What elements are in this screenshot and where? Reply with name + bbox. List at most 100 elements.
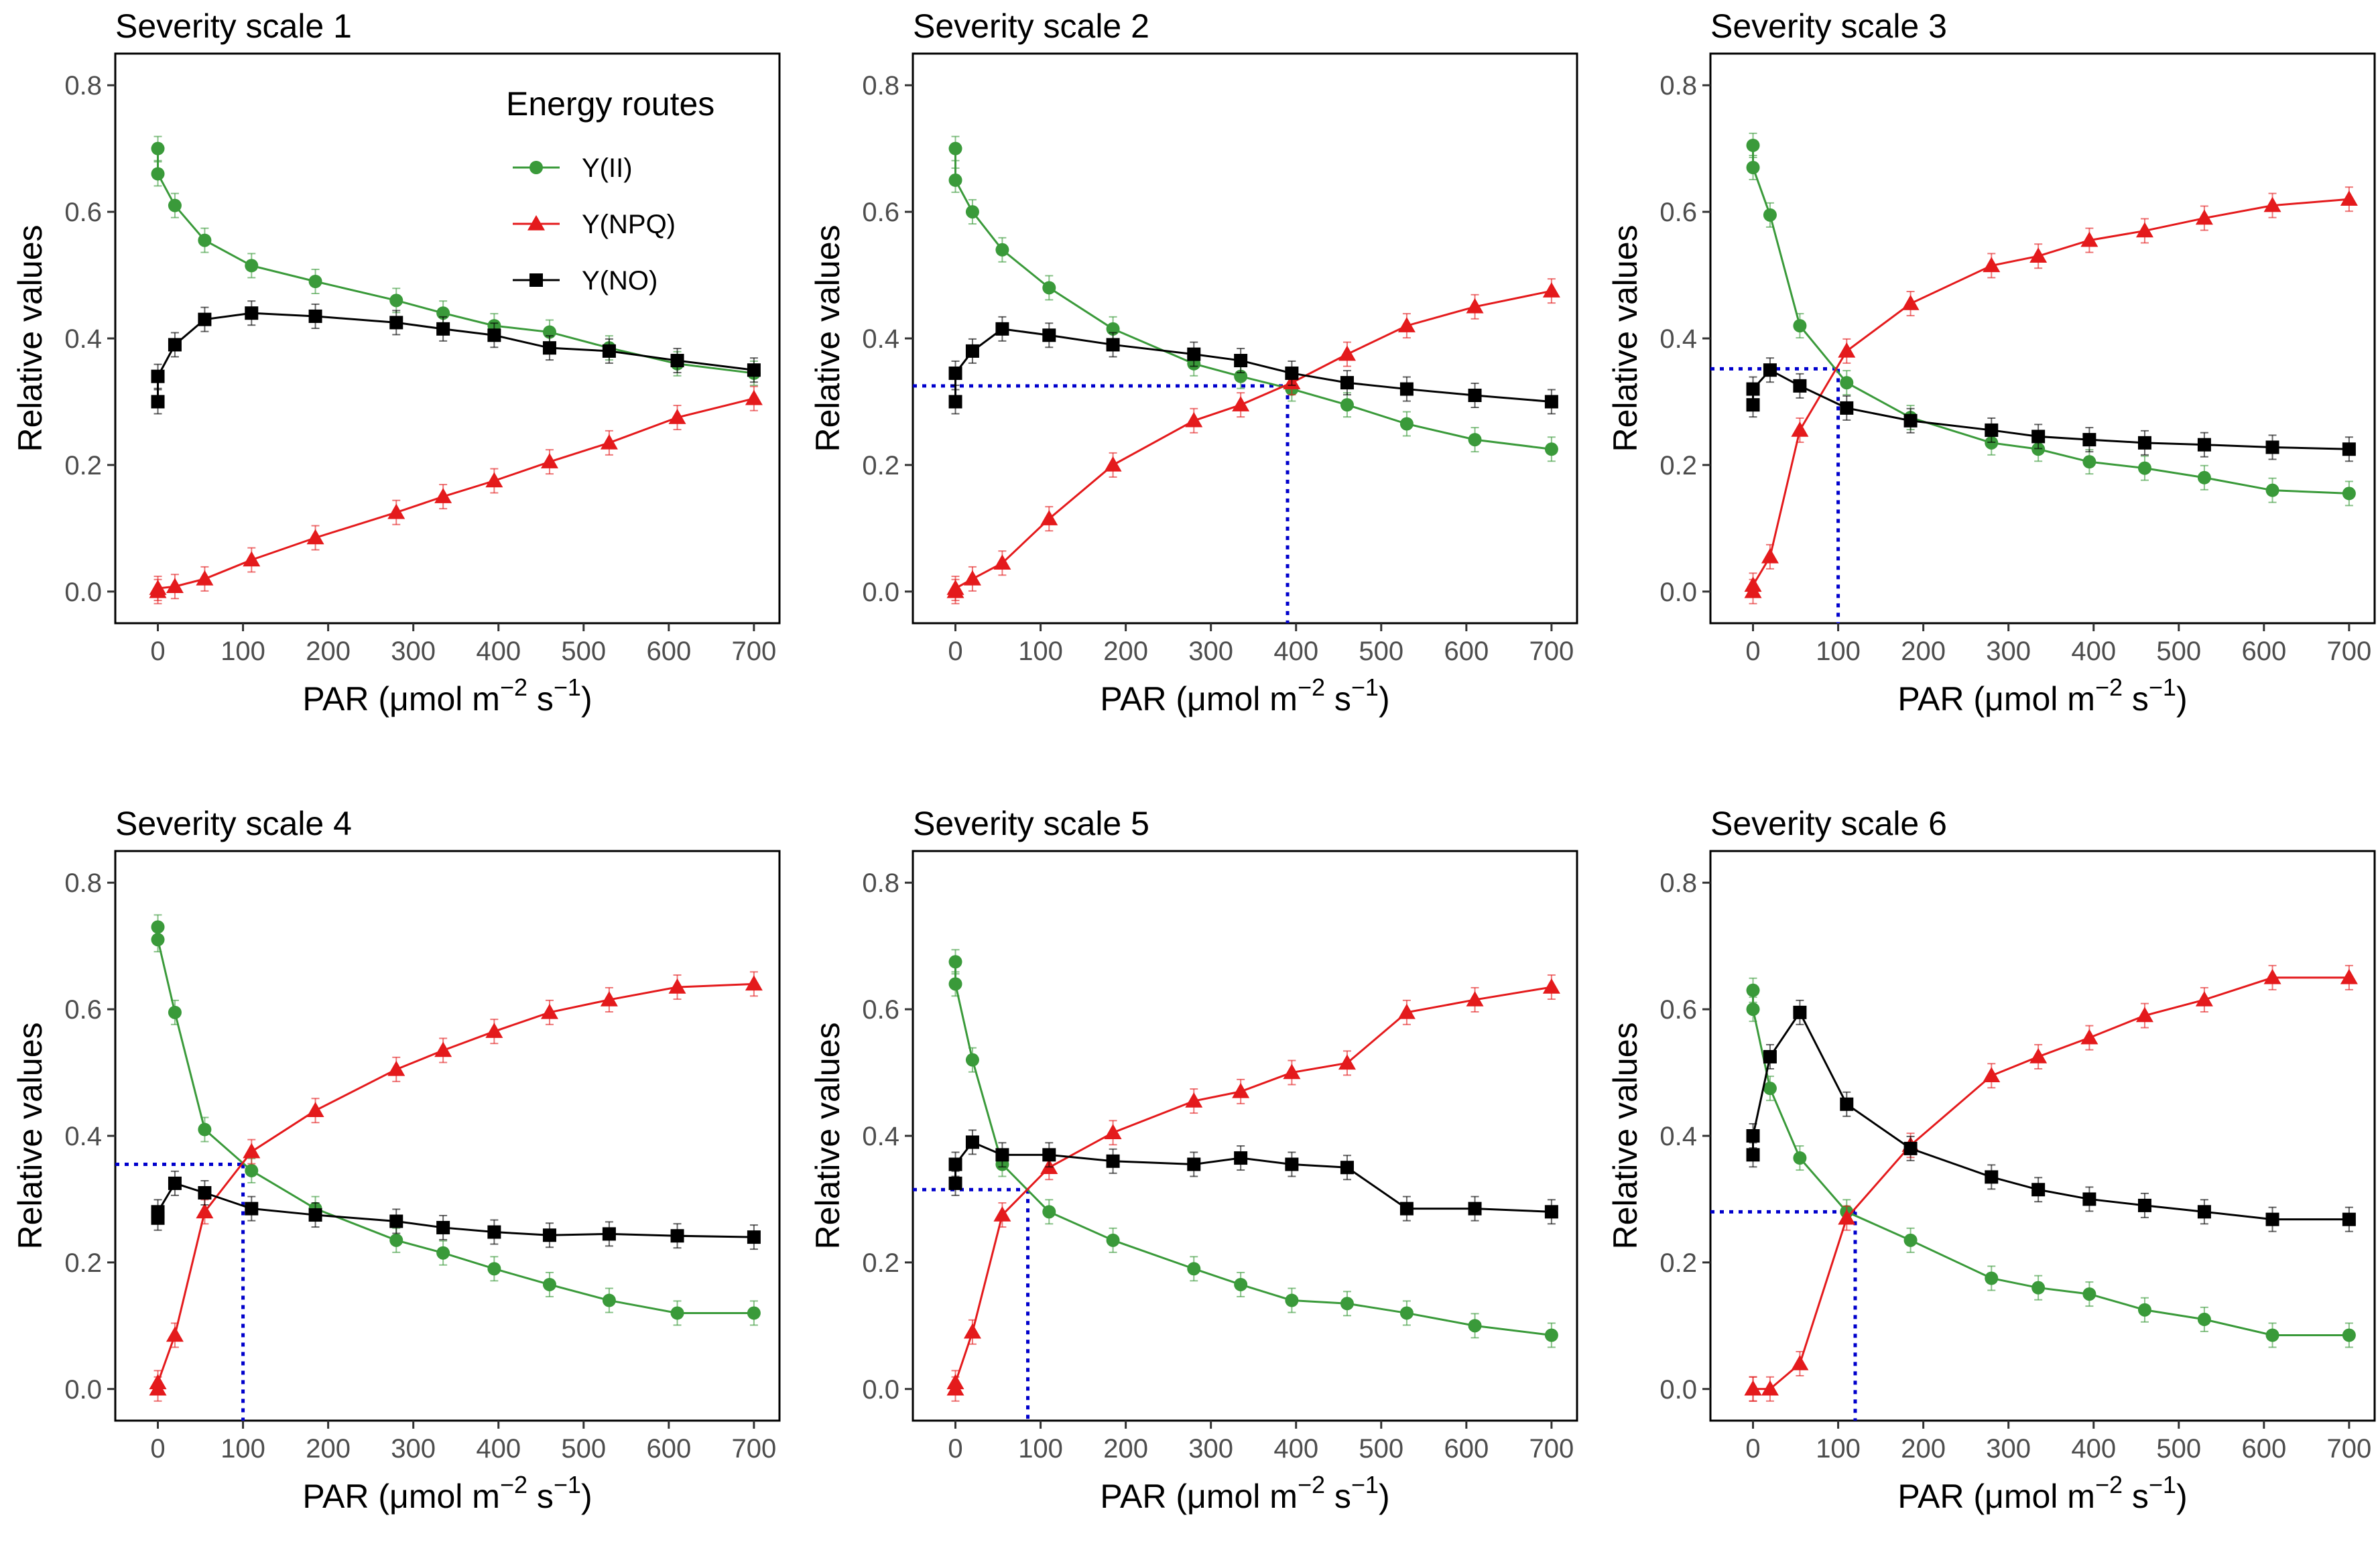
point-yno bbox=[308, 1208, 322, 1222]
point-ynpq bbox=[2135, 222, 2153, 238]
y-tick-label: 0.6 bbox=[64, 995, 102, 1025]
panel-1: Severity scale 1 0.0 0.2 0.4 0.6 0.8 0 100 200 30… bbox=[11, 7, 781, 718]
x-tick-label: 200 bbox=[306, 1434, 351, 1464]
point-ynpq bbox=[1104, 456, 1122, 472]
point-yii bbox=[168, 198, 182, 212]
point-yii bbox=[151, 167, 165, 181]
point-ynpq bbox=[2195, 209, 2213, 225]
point-yii bbox=[1763, 208, 1777, 222]
point-yii bbox=[1340, 398, 1354, 412]
point-ynpq bbox=[243, 551, 261, 567]
point-yno bbox=[487, 1225, 501, 1239]
series-line-ynpq bbox=[1752, 198, 2350, 592]
point-ynpq bbox=[2029, 247, 2048, 263]
x-tick-label: 0 bbox=[150, 1434, 165, 1464]
point-yii bbox=[948, 173, 962, 187]
point-yno bbox=[1399, 382, 1414, 396]
point-yii bbox=[2197, 470, 2211, 484]
legend: Energy routes Y(II) Y(NPQ) Y(NO) bbox=[506, 85, 714, 296]
point-ynpq bbox=[1983, 1067, 2001, 1083]
x-tick-label: 300 bbox=[1986, 637, 2031, 666]
x-tick-label: 500 bbox=[561, 1434, 606, 1464]
y-tick-label: 0.2 bbox=[64, 1248, 102, 1278]
panel-2: Severity scale 2 0.0 0.2 0.4 0.6 0.8 0 100 200 30… bbox=[809, 7, 1578, 718]
point-yno bbox=[389, 316, 403, 330]
panel-3: Severity scale 3 0.0 0.2 0.4 0.6 0.8 0 100 200 30… bbox=[1607, 7, 2376, 718]
point-yno bbox=[2082, 433, 2096, 447]
y-tick-label: 0.2 bbox=[1659, 451, 1697, 480]
point-ynpq bbox=[1542, 978, 1560, 994]
point-ynpq bbox=[1761, 1380, 1779, 1396]
point-yno bbox=[1746, 382, 1760, 396]
y-tick-label: 0.0 bbox=[64, 578, 102, 607]
point-ynpq bbox=[1232, 396, 1250, 411]
point-yno bbox=[602, 1227, 616, 1241]
point-yii bbox=[1285, 1293, 1299, 1307]
x-tick-label: 300 bbox=[1188, 637, 1233, 666]
point-yno bbox=[2137, 436, 2151, 450]
x-tick-label: 700 bbox=[732, 637, 777, 666]
y-tick-label: 0.4 bbox=[1659, 1122, 1697, 1151]
point-yno bbox=[1234, 354, 1248, 368]
x-tick-label: 200 bbox=[1103, 637, 1148, 666]
x-tick-label: 200 bbox=[1103, 1434, 1148, 1464]
point-ynpq bbox=[745, 975, 763, 991]
point-ynpq bbox=[1791, 1355, 1809, 1370]
point-ynpq bbox=[745, 389, 763, 405]
point-yno bbox=[747, 363, 761, 377]
panel-title: Severity scale 3 bbox=[1710, 7, 1947, 45]
point-yii bbox=[245, 259, 259, 273]
point-yii bbox=[2197, 1312, 2211, 1326]
point-yno bbox=[245, 306, 259, 320]
point-yii bbox=[1746, 983, 1760, 997]
panel-title: Severity scale 5 bbox=[913, 805, 1149, 842]
x-tick-label: 400 bbox=[1273, 637, 1318, 666]
x-tick-label: 700 bbox=[1529, 637, 1574, 666]
x-axis-title: PAR (μmol m−2 s−1) bbox=[1897, 1471, 2187, 1515]
point-ynpq bbox=[2263, 196, 2281, 212]
point-yno bbox=[1340, 1161, 1354, 1175]
point-yno bbox=[747, 1230, 761, 1244]
point-ynpq bbox=[1397, 317, 1416, 332]
point-yno bbox=[542, 341, 556, 355]
y-tick-label: 0.4 bbox=[1659, 324, 1697, 354]
point-yno bbox=[245, 1202, 259, 1216]
point-yno bbox=[1399, 1202, 1414, 1216]
series-line-yii bbox=[1752, 990, 2349, 1336]
point-yii bbox=[1340, 1297, 1354, 1311]
point-ynpq bbox=[540, 453, 558, 468]
legend-label-yii: Y(II) bbox=[582, 153, 633, 183]
point-yno bbox=[2031, 430, 2046, 444]
point-yii bbox=[670, 1306, 684, 1320]
point-ynpq bbox=[1040, 510, 1058, 525]
point-yii bbox=[948, 977, 962, 991]
point-ynpq bbox=[1185, 411, 1203, 428]
series-line-yii bbox=[1752, 145, 2349, 495]
y-tick-label: 0.6 bbox=[862, 198, 899, 227]
x-axis-title: PAR (μmol m−2 s−1) bbox=[302, 673, 592, 718]
point-yno bbox=[1746, 1129, 1760, 1143]
point-yno bbox=[151, 395, 165, 409]
point-yii bbox=[1399, 417, 1414, 431]
point-ynpq bbox=[166, 1326, 184, 1342]
point-yno bbox=[602, 344, 616, 358]
x-tick-label: 500 bbox=[1359, 1434, 1403, 1464]
point-yii bbox=[2342, 1328, 2356, 1342]
point-yno bbox=[1468, 1202, 1482, 1216]
y-tick-label: 0.8 bbox=[862, 868, 899, 898]
point-ynpq bbox=[2195, 990, 2213, 1007]
point-yii bbox=[2265, 483, 2279, 497]
point-ynpq bbox=[387, 503, 405, 519]
point-yno bbox=[1544, 395, 1558, 409]
point-yno bbox=[1106, 1154, 1120, 1168]
point-yno bbox=[948, 395, 962, 409]
point-yii bbox=[1468, 1319, 1482, 1333]
point-yno bbox=[1106, 338, 1120, 352]
point-yno bbox=[2265, 1212, 2279, 1226]
x-tick-label: 0 bbox=[1745, 637, 1760, 666]
point-yno bbox=[436, 322, 450, 336]
point-ynpq bbox=[1983, 257, 2001, 273]
x-axis-title: PAR (μmol m−2 s−1) bbox=[302, 1471, 592, 1515]
point-yii bbox=[168, 1005, 182, 1019]
panel-6: Severity scale 6 0.0 0.2 0.4 0.6 0.8 0 100 200 30… bbox=[1607, 805, 2376, 1515]
